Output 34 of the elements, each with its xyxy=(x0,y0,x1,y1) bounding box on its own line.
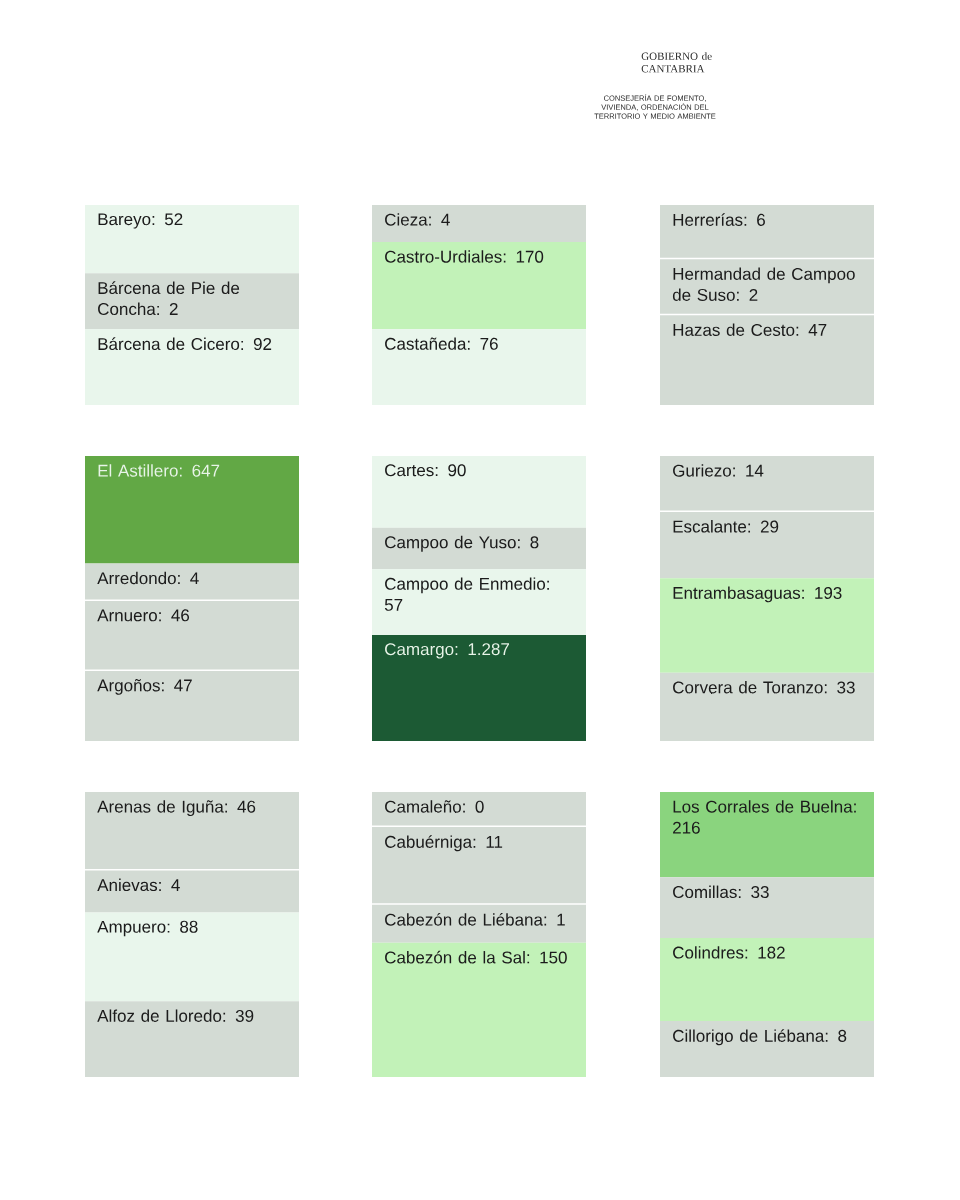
data-label: Anievas: 4 xyxy=(97,878,180,892)
data-label: Hermandad de Campoo de Suso: 2 xyxy=(672,267,855,301)
data-label: Bareyo: 52 xyxy=(98,213,183,229)
data-label: Ampuero: 88 xyxy=(97,920,198,937)
data-label: Argoños: 47 xyxy=(97,679,192,695)
data-label: Alfoz de Lloredo: 39 xyxy=(97,1009,254,1022)
data-label: Escalante: 29 xyxy=(673,520,779,533)
data-label: Hazas de Cesto: 47 xyxy=(673,323,827,336)
data-label: Los Corrales de Buelna: 216 xyxy=(673,800,856,834)
text: GOBIERNO de CANTABRIA xyxy=(641,52,712,73)
data-label: Herrerías: 6 xyxy=(673,213,765,226)
data-label: Camargo: 1.287 xyxy=(385,643,510,659)
data-label: Bárcena de Pie de Concha: 2 xyxy=(98,281,240,316)
data-label: Guriezo: 14 xyxy=(673,464,764,477)
data-label: Comillas: 33 xyxy=(673,885,769,899)
data-label: Cartes: 90 xyxy=(385,464,466,477)
data-label: El Astillero: 647 xyxy=(98,464,220,477)
data-label: Cieza: 4 xyxy=(385,213,450,226)
data-label: Arnuero: 46 xyxy=(97,609,190,622)
data-label: Corvera de Toranzo: 33 xyxy=(673,680,855,694)
data-label: Cillorigo de Liébana: 8 xyxy=(673,1029,847,1046)
data-label: Camaleño: 0 xyxy=(385,800,484,813)
data-label: Arenas de Iguña: 46 xyxy=(97,800,256,817)
data-label: Cabezón de Liébana: 1 xyxy=(385,913,565,926)
data-label: Entrambasaguas: 193 xyxy=(673,586,842,603)
data-label: Castro-Urdiales: 170 xyxy=(385,250,544,263)
data-label: Cabezón de la Sal: 150 xyxy=(385,950,567,964)
data-label: Castañeda: 76 xyxy=(385,337,498,350)
data-label: Cabuérniga: 11 xyxy=(385,835,503,852)
data-label: Campoo de Yuso: 8 xyxy=(385,535,539,552)
data-label: Bárcena de Cicero: 92 xyxy=(98,337,272,351)
data-label: Campoo de Enmedio: 57 xyxy=(384,577,549,611)
data-label: Arredondo: 4 xyxy=(97,571,199,585)
data-label: Colindres: 182 xyxy=(673,946,785,959)
